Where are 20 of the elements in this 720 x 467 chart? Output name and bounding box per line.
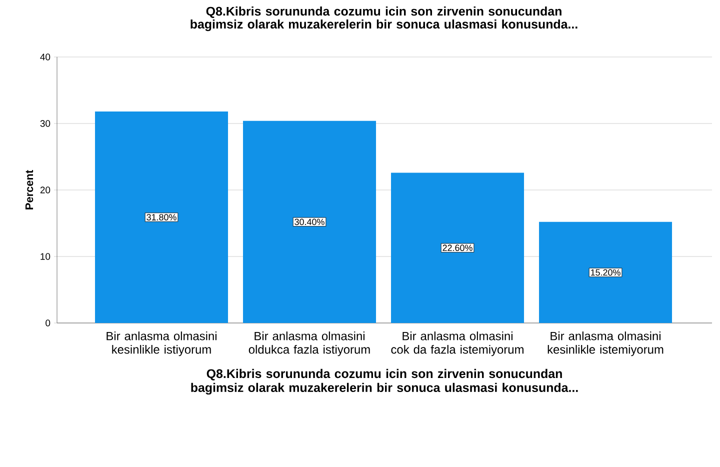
chart-title: Q8.Kibris sorununda cozumu icin son zirvenin sonucundan bagimsiz olarak muzakerelerin bir sonuca ulasmasi konusunda... — [190, 6, 578, 32]
y-tick-label: 10 — [40, 253, 50, 260]
y-tick-label: 40 — [40, 54, 50, 60]
y-tick-label: 20 — [40, 186, 50, 194]
x-tick-label: Bir anlasma olmasini oldukca fazla istiyorum — [248, 332, 370, 356]
x-tick-label: Bir anlasma olmasini kesinlikle istiyorum — [106, 332, 216, 356]
data-label: 30.40% — [294, 218, 324, 226]
bar — [243, 120, 376, 323]
bar — [539, 222, 672, 323]
x-tick-label: Bir anlasma olmasini kesinlikle istemiyorum — [548, 332, 664, 356]
y-tick-label: 0 — [46, 320, 50, 326]
bar — [95, 112, 228, 323]
data-label: 15.20% — [590, 269, 620, 276]
y-axis-title: Percent — [25, 170, 34, 210]
x-axis-title: Q8.Kibris sorununda cozumu icin son zirvenin sonucundan bagimsiz olarak muzakerelerin bir sonuca ulasmasi konusunda... — [191, 368, 578, 395]
data-label: 22.60% — [442, 244, 472, 252]
x-tick-label: Bir anlasma olmasini cok da fazla istemiyorum — [391, 332, 524, 356]
y-tick-label: 30 — [40, 120, 50, 127]
data-label: 31.80% — [146, 214, 176, 220]
bar — [391, 172, 524, 323]
